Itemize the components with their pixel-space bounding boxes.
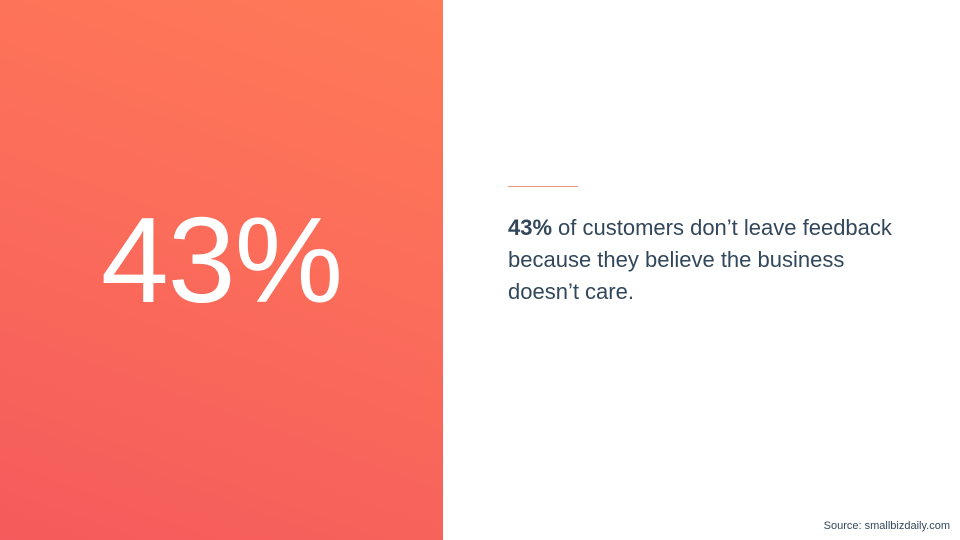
stat-panel: 43% (0, 0, 443, 540)
statement-text: of customers don’t leave feedback becaus… (508, 215, 892, 304)
stat-value: 43% (100, 192, 343, 328)
source: Source: smallbizdaily.com (823, 520, 950, 532)
divider (508, 186, 578, 187)
statement: 43% of customers don’t leave feedback bec… (508, 212, 898, 308)
statement-emphasis: 43% (508, 215, 553, 240)
